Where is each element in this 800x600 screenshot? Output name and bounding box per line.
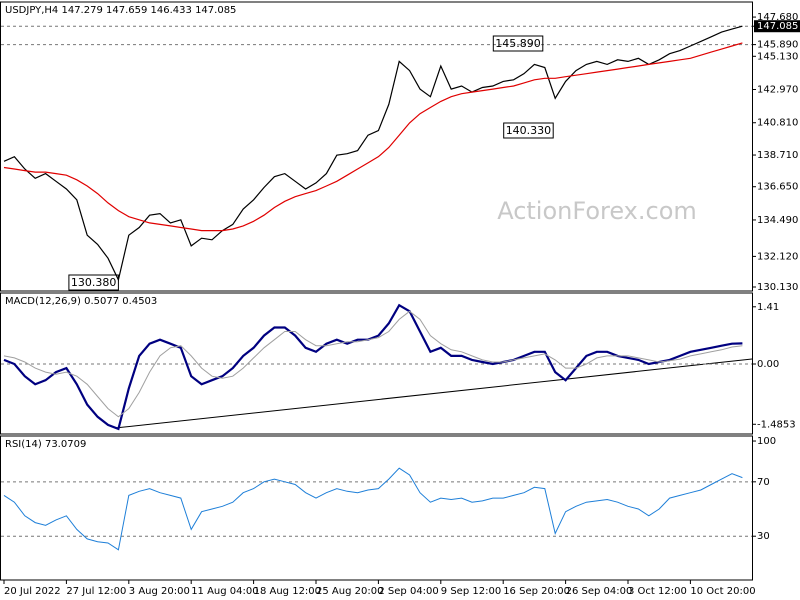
- annotation-box: [492, 35, 544, 52]
- panel-frame: [0, 1, 753, 292]
- x-tick-label: 9 Sep 12:00: [441, 586, 501, 597]
- y-tick-label: 145.890: [757, 40, 798, 51]
- series-line: [3, 42, 743, 232]
- x-tick-label: 18 Aug 12:00: [254, 586, 321, 597]
- annotation: 130.380: [71, 276, 117, 289]
- panel-title: USDJPY,H4 147.279 147.659 146.433 147.08…: [5, 5, 236, 16]
- y-tick-label: 142.970: [757, 85, 798, 96]
- y-tick-label: 147.680: [757, 12, 798, 23]
- y-tick-label: 132.120: [757, 251, 798, 262]
- annotation: 140.330: [506, 124, 552, 137]
- y-tick-label: 0.00: [757, 359, 779, 370]
- panel-frame: [0, 292, 753, 435]
- annotation: 145.890: [495, 37, 541, 50]
- trend-line: [114, 358, 753, 429]
- series-line: [3, 25, 743, 282]
- panel-title: MACD(12,26,9) 0.5077 0.4503: [5, 296, 157, 307]
- x-tick-label: 16 Sep 20:00: [503, 586, 570, 597]
- x-tick-label: 2 Sep 04:00: [378, 586, 438, 597]
- y-tick-label: 140.810: [757, 118, 798, 129]
- y-tick-label: 100: [757, 436, 776, 447]
- y-tick-label: -1.4853: [757, 419, 796, 430]
- x-tick-label: 26 Sep 04:00: [566, 586, 633, 597]
- series-line: [3, 310, 743, 418]
- panel-frame: [0, 435, 753, 581]
- panel-title: RSI(14) 73.0709: [5, 439, 86, 450]
- y-tick-label: 145.130: [757, 51, 798, 62]
- x-tick-label: 3 Aug 20:00: [129, 586, 190, 597]
- y-tick-label: 134.490: [757, 215, 798, 226]
- x-tick-label: 10 Oct 20:00: [690, 586, 755, 597]
- y-tick-label: 1.41: [757, 302, 779, 313]
- y-tick-label: 70: [757, 477, 770, 488]
- series-line: [3, 467, 743, 551]
- y-tick-label: 147.085: [757, 21, 798, 32]
- x-tick-label: 11 Aug 04:00: [191, 586, 258, 597]
- x-tick-label: 25 Aug 20:00: [316, 586, 383, 597]
- y-tick-label: 136.650: [757, 182, 798, 193]
- y-tick-label: 138.710: [757, 150, 798, 161]
- watermark: ActionForex.com: [497, 197, 697, 225]
- y-tick-label: 130.130: [757, 282, 798, 293]
- x-tick-label: 20 Jul 2022: [4, 586, 61, 597]
- y-tick-label: 30: [757, 531, 770, 542]
- annotation-box: [503, 122, 554, 139]
- price-box: [754, 20, 800, 33]
- x-tick-label: 27 Jul 12:00: [66, 586, 126, 597]
- x-tick-label: 3 Oct 12:00: [628, 586, 687, 597]
- annotation-box: [68, 274, 119, 291]
